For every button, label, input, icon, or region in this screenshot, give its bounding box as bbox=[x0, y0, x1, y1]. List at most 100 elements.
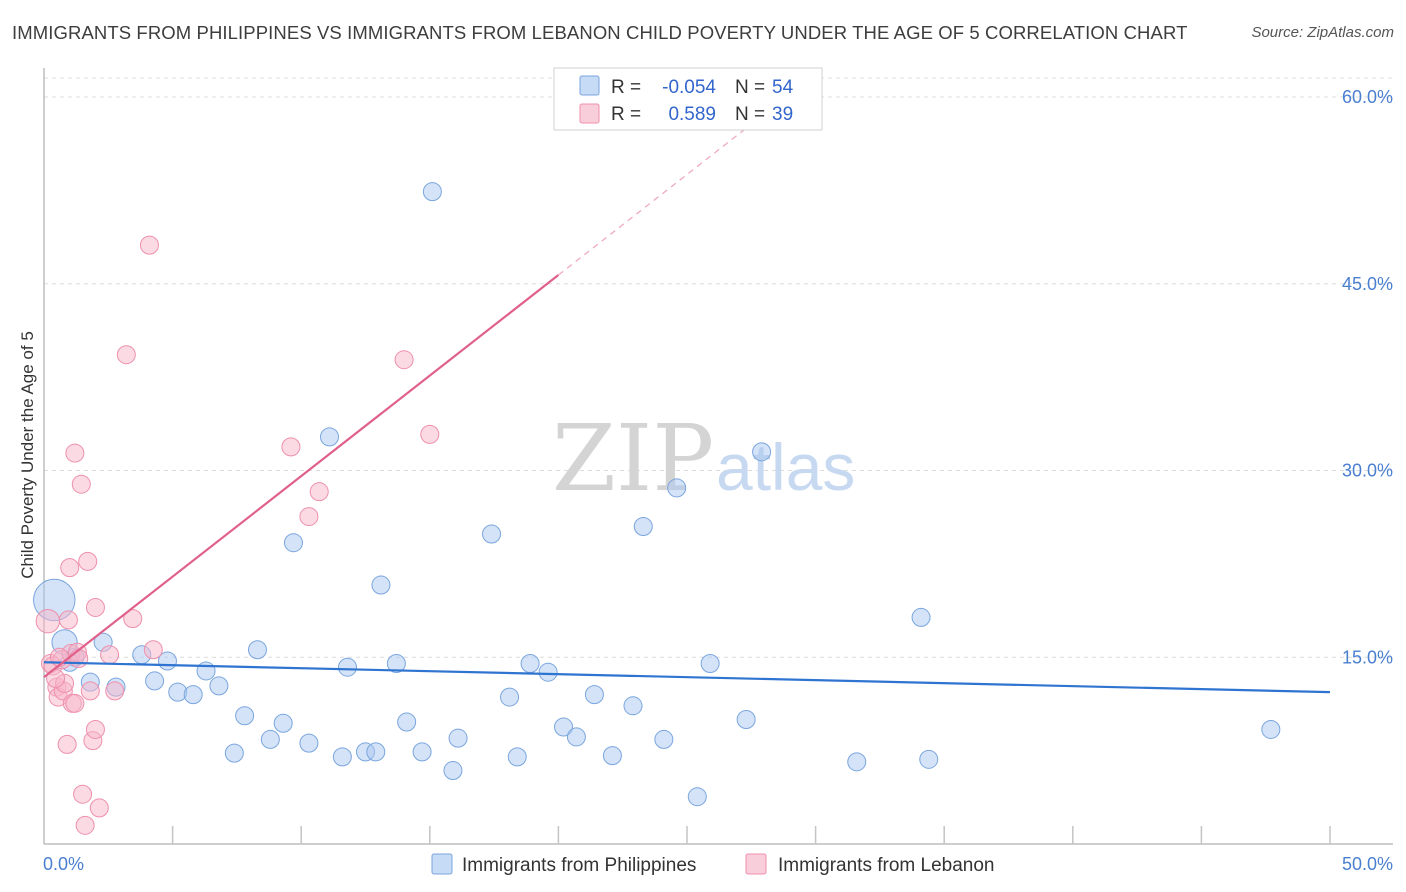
philippines-point bbox=[500, 687, 520, 707]
lebanon-trend-line bbox=[43, 274, 560, 679]
lebanon-point bbox=[89, 798, 109, 818]
philippines-point bbox=[1261, 719, 1281, 739]
series-legend: Immigrants from Philippines Immigrants f… bbox=[431, 853, 995, 876]
correlation-legend: R = -0.054 N = 54 R = 0.589 N = 39 bbox=[553, 67, 823, 131]
legend-r-label-lebanon: R = bbox=[611, 104, 641, 125]
philippines-point bbox=[145, 671, 165, 691]
lebanon-point bbox=[105, 681, 125, 701]
philippines-point bbox=[520, 653, 540, 673]
philippines-point bbox=[183, 685, 203, 705]
philippines-point bbox=[386, 653, 406, 673]
x-tick-labels: 0.0% 50.0% bbox=[43, 854, 1393, 874]
legend-n-value-lebanon: 39 bbox=[772, 104, 793, 125]
y-axis-label: Child Poverty Under the Age of 5 bbox=[18, 331, 37, 579]
lebanon-point bbox=[299, 507, 319, 527]
philippines-point bbox=[507, 747, 527, 767]
philippines-point bbox=[687, 787, 707, 807]
philippines-point bbox=[260, 729, 280, 749]
philippines-point bbox=[209, 676, 229, 696]
lebanon-point bbox=[420, 424, 440, 444]
philippines-point bbox=[566, 727, 586, 747]
y-tick-label: 60.0% bbox=[1342, 87, 1393, 107]
legend-n-label-philippines: N = bbox=[735, 77, 765, 98]
chart-title: IMMIGRANTS FROM PHILIPPINES VS IMMIGRANT… bbox=[12, 22, 1188, 43]
philippines-point bbox=[654, 729, 674, 749]
philippines-point bbox=[397, 712, 417, 732]
watermark-atlas: atlas bbox=[716, 430, 855, 504]
legend-swatch-philippines bbox=[579, 75, 600, 96]
y-tick-label: 15.0% bbox=[1342, 647, 1393, 667]
philippines-point bbox=[448, 728, 468, 748]
lebanon-point bbox=[60, 558, 80, 578]
philippines-point bbox=[412, 742, 432, 762]
series-legend-swatch-philippines bbox=[431, 853, 453, 875]
x-tick-label: 50.0% bbox=[1342, 854, 1393, 874]
lebanon-point bbox=[123, 609, 143, 629]
x-tick-label: 0.0% bbox=[43, 854, 84, 874]
philippines-point bbox=[584, 685, 604, 705]
philippines-point bbox=[700, 653, 720, 673]
chart-source: Source: ZipAtlas.com bbox=[1251, 24, 1394, 41]
philippines-point bbox=[422, 182, 442, 202]
watermark-zip: ZIP bbox=[552, 405, 714, 512]
watermark: ZIP atlas bbox=[552, 405, 855, 512]
lebanon-points bbox=[35, 235, 440, 835]
philippines-point bbox=[196, 661, 216, 681]
lebanon-point bbox=[65, 693, 85, 713]
legend-swatch-lebanon bbox=[579, 103, 600, 124]
lebanon-point bbox=[116, 345, 136, 365]
lebanon-trend-extension bbox=[557, 113, 765, 276]
legend-n-label-lebanon: N = bbox=[735, 104, 765, 125]
philippines-point bbox=[235, 706, 255, 726]
lebanon-point bbox=[71, 474, 91, 494]
lebanon-point bbox=[75, 815, 95, 835]
philippines-point bbox=[602, 746, 622, 766]
y-tick-labels: 15.0% 30.0% 45.0% 60.0% bbox=[1342, 87, 1393, 667]
philippines-trend-line bbox=[43, 661, 1331, 694]
lebanon-point bbox=[65, 443, 85, 463]
philippines-point bbox=[283, 533, 303, 553]
legend-r-value-philippines: -0.054 bbox=[662, 77, 716, 98]
series-legend-label-philippines: Immigrants from Philippines bbox=[462, 855, 696, 876]
philippines-point bbox=[371, 575, 391, 595]
philippines-point bbox=[633, 517, 653, 537]
legend-n-value-philippines: 54 bbox=[772, 77, 794, 98]
philippines-point bbox=[366, 742, 386, 762]
lebanon-point bbox=[73, 784, 93, 804]
philippines-point bbox=[482, 524, 502, 544]
lebanon-point bbox=[78, 551, 98, 571]
philippines-point bbox=[667, 478, 687, 498]
lebanon-point bbox=[85, 597, 105, 617]
series-legend-label-lebanon: Immigrants from Lebanon bbox=[778, 855, 995, 876]
lebanon-point bbox=[69, 648, 89, 668]
lebanon-point bbox=[35, 608, 61, 634]
philippines-point bbox=[332, 747, 352, 767]
philippines-point bbox=[443, 761, 463, 781]
lebanon-point bbox=[85, 719, 105, 739]
trend-lines bbox=[43, 113, 1331, 694]
y-tick-label: 30.0% bbox=[1342, 461, 1393, 481]
legend-r-label-philippines: R = bbox=[611, 77, 641, 98]
lebanon-point bbox=[139, 235, 159, 255]
lebanon-point bbox=[394, 350, 414, 370]
philippines-point bbox=[247, 640, 267, 660]
axes bbox=[43, 68, 1393, 845]
philippines-point bbox=[847, 752, 867, 772]
philippines-point bbox=[224, 743, 244, 763]
philippines-point bbox=[736, 710, 756, 729]
grid-lines bbox=[44, 77, 1393, 658]
lebanon-point bbox=[143, 640, 163, 660]
philippines-point bbox=[554, 717, 574, 737]
y-tick-label: 45.0% bbox=[1342, 274, 1393, 294]
philippines-point bbox=[299, 733, 319, 753]
lebanon-point bbox=[58, 610, 78, 630]
philippines-point bbox=[919, 749, 939, 769]
lebanon-point bbox=[57, 734, 77, 754]
lebanon-point bbox=[309, 482, 329, 502]
legend-r-value-lebanon: 0.589 bbox=[668, 104, 716, 125]
lebanon-point bbox=[80, 681, 100, 701]
lebanon-point bbox=[100, 645, 120, 665]
series-legend-swatch-lebanon bbox=[745, 853, 767, 875]
philippines-point bbox=[911, 607, 931, 627]
